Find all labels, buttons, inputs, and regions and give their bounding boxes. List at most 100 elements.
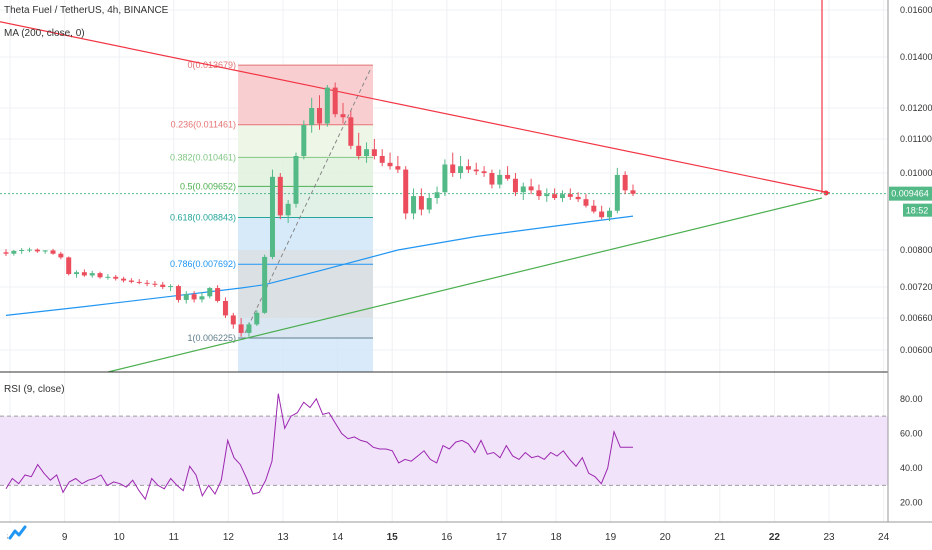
candle-body [348,117,354,146]
candle-body [254,312,260,325]
x-tick-label: 10 [114,532,126,543]
rsi-tick-label: 60.00 [900,428,923,438]
candle-body [324,87,330,124]
candle-body [152,283,158,285]
last-price-label: 0.009464 [891,189,929,199]
candle-body [622,174,628,191]
candle-body [19,250,25,251]
candle-body [11,250,17,254]
candle-body [97,273,103,278]
candle-body [465,166,471,170]
moving-average [5,215,634,316]
candle-body [285,203,291,216]
candle-body [489,173,495,185]
candle-body [144,282,150,284]
candle-body [403,169,409,214]
candle-body [105,276,111,278]
candle-body [512,178,518,193]
candle-body [27,249,33,251]
candle-body [160,284,166,287]
candle-body [207,288,213,297]
candles [3,82,636,337]
x-tick-label: 9 [62,532,68,543]
candle-body [332,87,338,115]
fib-zone [238,250,373,318]
candle-body [567,194,573,197]
fib-level-label: 0.786(0.007692) [170,259,236,269]
fib-level-label: 0.5(0.009652) [180,181,236,191]
candle-body [50,250,56,254]
candle-body [58,253,64,258]
fib-level-label: 0.382(0.010461) [170,152,236,162]
candle-body [175,286,181,300]
candle-body [309,108,315,126]
rsi-pane [0,393,888,501]
x-tick-label: 19 [605,532,617,543]
candle-body [371,149,377,156]
fibonacci-retracement[interactable]: 0(0.013679)0.236(0.011461)0.382(0.010461… [170,60,373,372]
candle-body [89,273,95,276]
last-price-badge [889,186,932,201]
candle-body [340,114,346,118]
candle-body [34,249,40,252]
candle-body [411,196,417,214]
tradingview-logo-icon[interactable] [8,524,28,542]
candle-body [269,176,275,257]
candle-body [395,166,401,170]
rsi-tick-label: 40.00 [900,463,923,473]
candle-body [183,294,189,300]
candle-body [230,315,236,325]
candle-body [74,272,80,275]
x-tick-label: 13 [277,532,289,543]
countdown-label: 18:52 [906,206,929,216]
candle-body [575,196,581,200]
candle-body [528,186,534,191]
candle-body [356,145,362,156]
x-tick-label: 17 [496,532,508,543]
trend-line-green [107,197,823,373]
candle-body [418,196,424,210]
fib-level-label: 0.618(0.008843) [170,213,236,223]
trend-lines[interactable] [0,0,888,373]
candle-body [497,174,503,185]
fib-level-label: 1(0.006225) [187,333,236,343]
x-tick-label: 12 [223,532,235,543]
x-tick-label: 15 [387,532,399,543]
candle-body [426,198,432,210]
projection-point [823,190,829,196]
x-tick-label: 23 [823,532,835,543]
candle-body [121,278,127,281]
candle-body [128,280,134,282]
candle-body [81,272,87,276]
candle-body [246,324,252,333]
candle-body [599,211,605,218]
candle-body [559,194,565,199]
candle-body [591,205,597,212]
fib-zone [238,157,373,187]
x-tick-label: 11 [169,532,180,543]
candle-body [505,174,511,179]
trend-line-red [0,21,831,194]
candle-body [434,192,440,199]
candle-body [317,108,322,124]
candle-body [293,156,299,204]
candle-body [113,276,119,279]
candle-body [614,174,620,211]
candle-body [277,176,283,216]
candle-body [473,169,479,172]
candle-body [544,194,550,197]
candle-body [606,210,612,218]
candle-body [552,194,558,199]
candle-body [66,257,72,275]
rsi-legend: RSI (9, close) [4,384,65,395]
chart-title: Theta Fuel / TetherUS, 4h, BINANCE [4,5,169,16]
rsi-tick-label: 80.00 [900,394,923,404]
candle-body [364,149,370,156]
x-tick-label: 21 [714,532,726,543]
candle-body [630,190,636,194]
